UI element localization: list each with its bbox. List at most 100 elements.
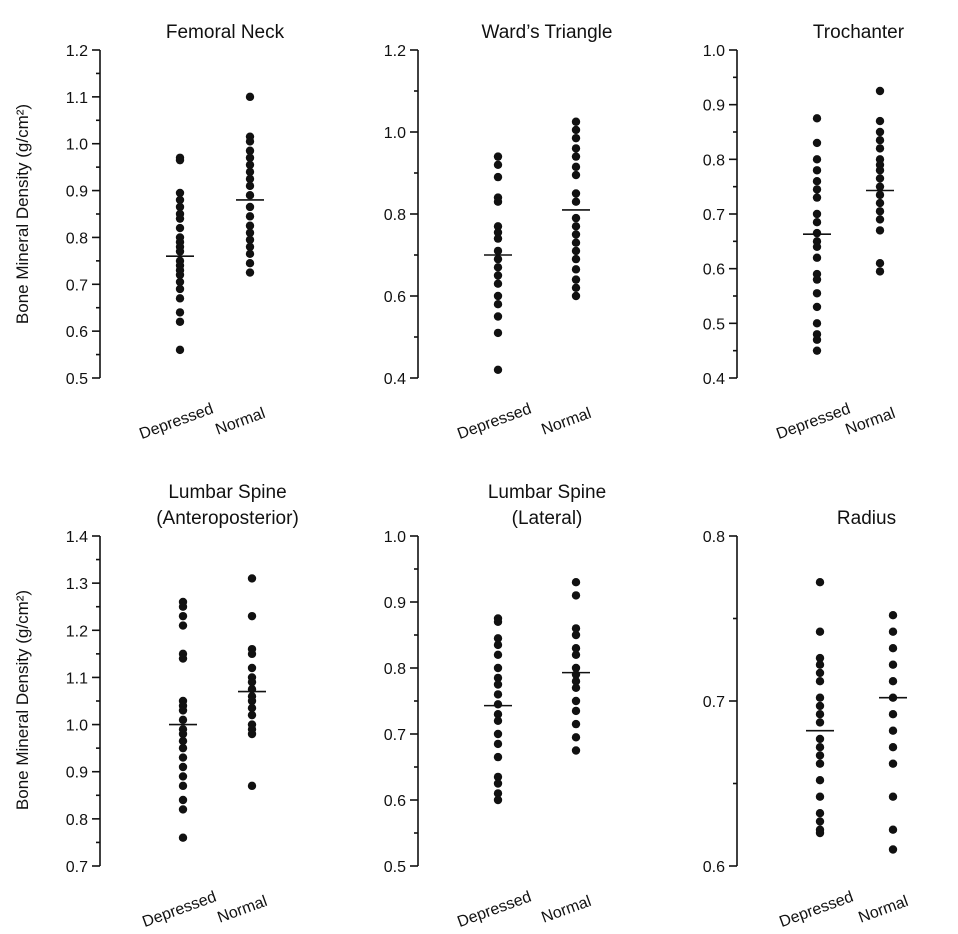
category-label: Depressed [455,401,534,443]
y-tick-label: 1.3 [66,576,88,593]
y-tick-label: 1.2 [66,43,88,60]
y-tick-label: 0.7 [66,859,88,876]
data-point [812,242,822,251]
data-point [493,197,503,206]
data-point [812,114,822,123]
data-point [815,701,825,711]
data-point [493,300,503,309]
data-point [493,263,503,272]
data-point [888,845,898,854]
data-point [571,663,581,673]
y-tick-label: 1.2 [66,623,88,640]
data-point [178,762,188,772]
y-tick-label: 1.0 [66,137,88,154]
data-point [571,746,581,755]
data-point [875,226,885,235]
data-point [875,267,885,276]
data-point [493,729,503,739]
data-point [493,234,503,243]
data-point [571,719,581,729]
y-tick-label: 0.7 [703,694,725,711]
y-tick-label: 0.4 [384,371,406,388]
data-point [875,136,885,145]
data-point [812,185,822,194]
y-tick-label: 1.1 [66,670,88,687]
data-point [875,144,885,153]
data-point [178,736,188,746]
data-point [815,578,825,587]
data-point [571,696,581,706]
data-point [493,291,503,301]
chart-title: Lumbar Spine [488,482,606,503]
data-point [493,739,503,749]
y-tick-label: 0.6 [384,793,406,810]
data-point [815,710,825,719]
data-point [178,654,188,663]
data-point [245,221,255,230]
y-axis-label-top: Bone Mineral Density (g/cm²) [13,104,32,324]
data-point [571,230,581,239]
data-point [178,743,188,753]
data-point [175,294,185,303]
data-point [888,660,898,669]
y-tick-label: 0.7 [384,727,406,744]
category-label: Depressed [137,401,216,443]
data-point [888,743,898,752]
y-tick-label: 1.1 [66,90,88,107]
data-point [888,677,898,686]
data-point [875,127,885,137]
data-point [245,92,255,102]
data-point [888,759,898,768]
data-point [245,174,255,184]
data-point [571,238,581,247]
data-point [245,202,255,212]
data-point [888,792,898,801]
data-point [493,779,503,788]
data-point [812,289,822,298]
data-point [812,275,822,284]
data-point [175,284,185,294]
data-point [493,673,503,683]
data-point [493,710,503,719]
data-point [247,781,257,791]
data-point [815,734,825,744]
data-point [875,259,885,268]
data-point [175,247,185,256]
data-point [493,663,503,673]
y-tick-label: 1.0 [66,718,88,735]
y-tick-label: 0.8 [703,152,725,169]
data-point [571,152,581,161]
data-point [175,195,185,205]
y-tick-label: 0.7 [703,207,725,224]
y-tick-label: 1.0 [384,529,406,546]
data-point [815,718,825,727]
data-point [571,213,581,223]
data-point [493,246,503,256]
y-tick-label: 0.8 [384,207,406,224]
y-tick-label: 1.4 [66,529,88,546]
data-point [493,772,503,782]
data-point [493,328,503,338]
data-point [178,621,188,630]
y-tick-label: 0.6 [384,289,406,306]
data-point [247,710,257,720]
y-tick-label: 0.6 [703,262,725,279]
data-point [493,617,503,626]
data-point [245,181,255,191]
data-point [815,776,825,785]
data-point [571,125,581,135]
data-point [493,680,503,689]
data-point [812,193,822,202]
data-point [815,693,825,702]
data-point [493,152,503,161]
data-point [875,116,885,126]
data-point [178,833,188,842]
data-point [888,710,898,719]
data-point [178,772,188,781]
data-point [812,155,822,164]
data-point [888,627,898,636]
data-point [175,214,185,223]
data-point [245,191,255,200]
data-point [175,277,185,287]
data-point [175,202,185,212]
